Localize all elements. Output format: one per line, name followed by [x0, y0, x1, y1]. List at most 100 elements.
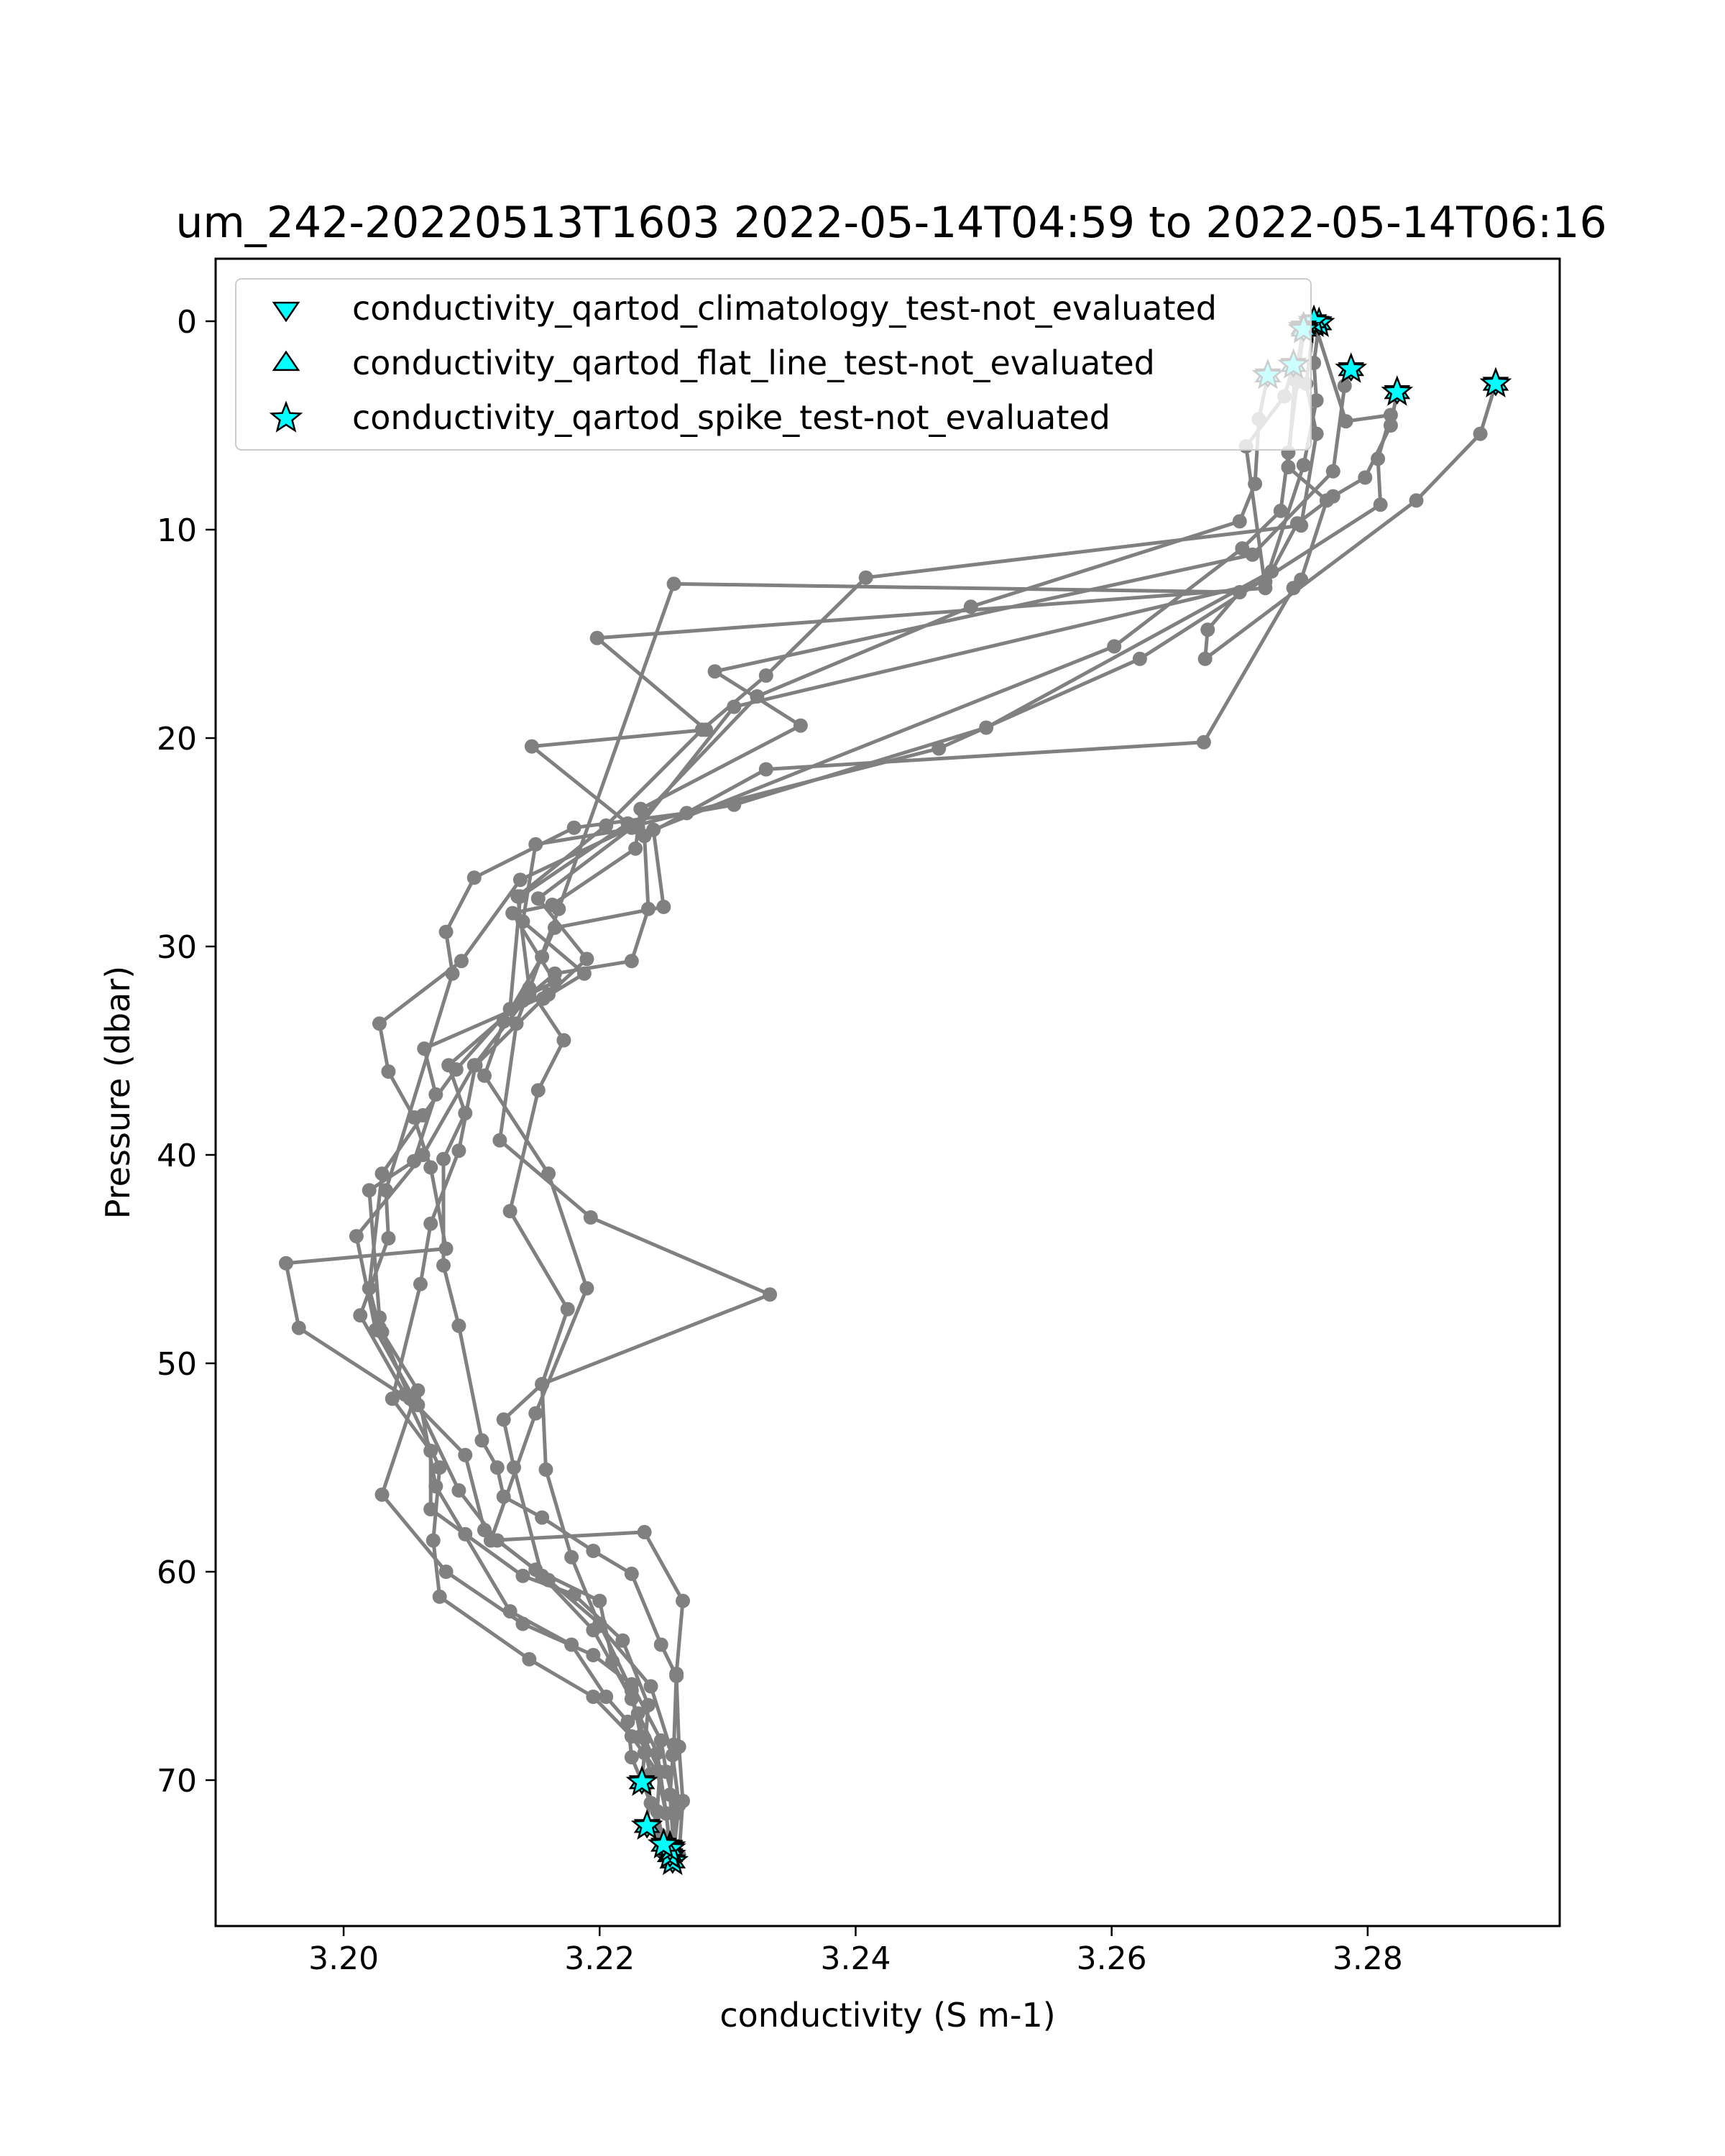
data-point — [637, 1524, 652, 1539]
data-point — [628, 818, 643, 833]
x-tick-label: 3.22 — [564, 1940, 635, 1977]
legend-entry-label: conductivity_qartod_climatology_test-not… — [352, 289, 1217, 328]
data-point — [932, 741, 947, 756]
data-point — [502, 1204, 518, 1219]
data-point — [586, 1648, 601, 1662]
data-point — [451, 1143, 466, 1158]
data-point — [441, 1058, 456, 1073]
data-point — [666, 1737, 681, 1752]
data-point — [374, 1166, 390, 1181]
data-point — [1197, 651, 1213, 666]
data-point — [1286, 581, 1301, 596]
legend: conductivity_qartod_climatology_test-not… — [235, 278, 1312, 451]
data-point — [1107, 639, 1122, 654]
data-point — [624, 954, 639, 969]
data-point — [560, 1302, 575, 1317]
data-point — [407, 1110, 422, 1125]
data-point — [541, 1166, 556, 1181]
data-point — [515, 1616, 530, 1631]
data-point — [1383, 407, 1398, 423]
y-tick-label: 60 — [157, 1554, 197, 1591]
data-point — [372, 1016, 387, 1031]
data-point — [512, 872, 528, 888]
legend-entry-label: conductivity_qartod_flat_line_test-not_e… — [352, 344, 1155, 382]
data-point — [505, 906, 520, 921]
data-point — [758, 762, 773, 777]
profile-line — [508, 323, 1319, 1862]
data-point — [458, 1106, 473, 1120]
data-point — [541, 987, 556, 1002]
data-point — [579, 952, 594, 967]
qartod-flag-marker — [625, 1765, 658, 1796]
y-tick-label: 50 — [157, 1346, 197, 1383]
data-point — [858, 570, 873, 585]
data-point — [524, 739, 539, 754]
data-point — [535, 1510, 550, 1525]
data-point — [653, 1733, 668, 1748]
data-point — [458, 1447, 473, 1462]
data-point — [374, 1487, 390, 1502]
data-point — [579, 1281, 594, 1296]
data-point — [586, 1544, 601, 1558]
data-point — [381, 1231, 396, 1245]
y-tick-label: 20 — [157, 721, 197, 757]
y-tick-label: 0 — [177, 304, 197, 341]
data-point — [528, 1562, 543, 1577]
legend-marker-star-icon — [269, 400, 303, 433]
data-point — [564, 1549, 579, 1565]
data-point — [451, 1483, 466, 1498]
data-point — [653, 1637, 668, 1652]
data-point — [599, 1690, 614, 1704]
data-point — [528, 1406, 543, 1421]
y-axis: 0 10 20 30 40 50 60 70 — [157, 304, 216, 1800]
data-point — [547, 920, 562, 935]
data-point — [624, 1677, 639, 1692]
data-point — [454, 954, 469, 969]
data-point — [758, 668, 773, 683]
data-point — [1337, 378, 1352, 393]
data-point — [1473, 426, 1488, 441]
data-point — [646, 822, 661, 837]
data-point — [1273, 503, 1288, 518]
spike-flag-marker — [1335, 352, 1368, 383]
spike-flag-marker — [630, 1809, 663, 1840]
data-point — [535, 949, 550, 964]
data-point — [1338, 414, 1353, 429]
data-point — [426, 1533, 441, 1548]
data-point — [763, 1287, 778, 1302]
data-point — [1200, 622, 1215, 637]
data-point — [1371, 451, 1386, 466]
spike-flag-marker — [1381, 375, 1414, 406]
data-point — [477, 1068, 492, 1083]
data-point — [628, 841, 643, 856]
data-point — [633, 801, 648, 816]
data-point — [566, 820, 581, 835]
data-point — [676, 1593, 691, 1608]
data-point — [624, 1566, 639, 1581]
data-point — [530, 1083, 546, 1098]
data-point — [496, 1412, 511, 1427]
data-point — [624, 1729, 639, 1744]
data-point — [438, 1565, 454, 1579]
qartod-flag-marker — [1335, 352, 1368, 383]
legend-frame — [235, 278, 1312, 451]
axes-frame — [214, 257, 1561, 1927]
data-point — [451, 1318, 466, 1333]
data-point — [385, 1391, 400, 1406]
y-tick-label: 30 — [157, 929, 197, 966]
data-point — [353, 1308, 368, 1323]
data-point — [583, 1210, 598, 1225]
data-point — [1325, 464, 1340, 479]
data-point — [423, 1216, 438, 1231]
data-point — [522, 1651, 537, 1667]
x-axis-label: conductivity (S m-1) — [719, 1996, 1055, 2035]
data-point — [466, 1058, 482, 1073]
x-tick-label: 3.26 — [1077, 1940, 1147, 1977]
qartod-flag-marker — [630, 1809, 663, 1840]
y-axis-label: Pressure (dbar) — [98, 966, 137, 1219]
data-point — [496, 1014, 511, 1029]
data-point — [589, 630, 604, 645]
data-point — [699, 722, 714, 737]
data-point — [592, 1593, 607, 1608]
spike-flag-marker — [625, 1765, 658, 1796]
